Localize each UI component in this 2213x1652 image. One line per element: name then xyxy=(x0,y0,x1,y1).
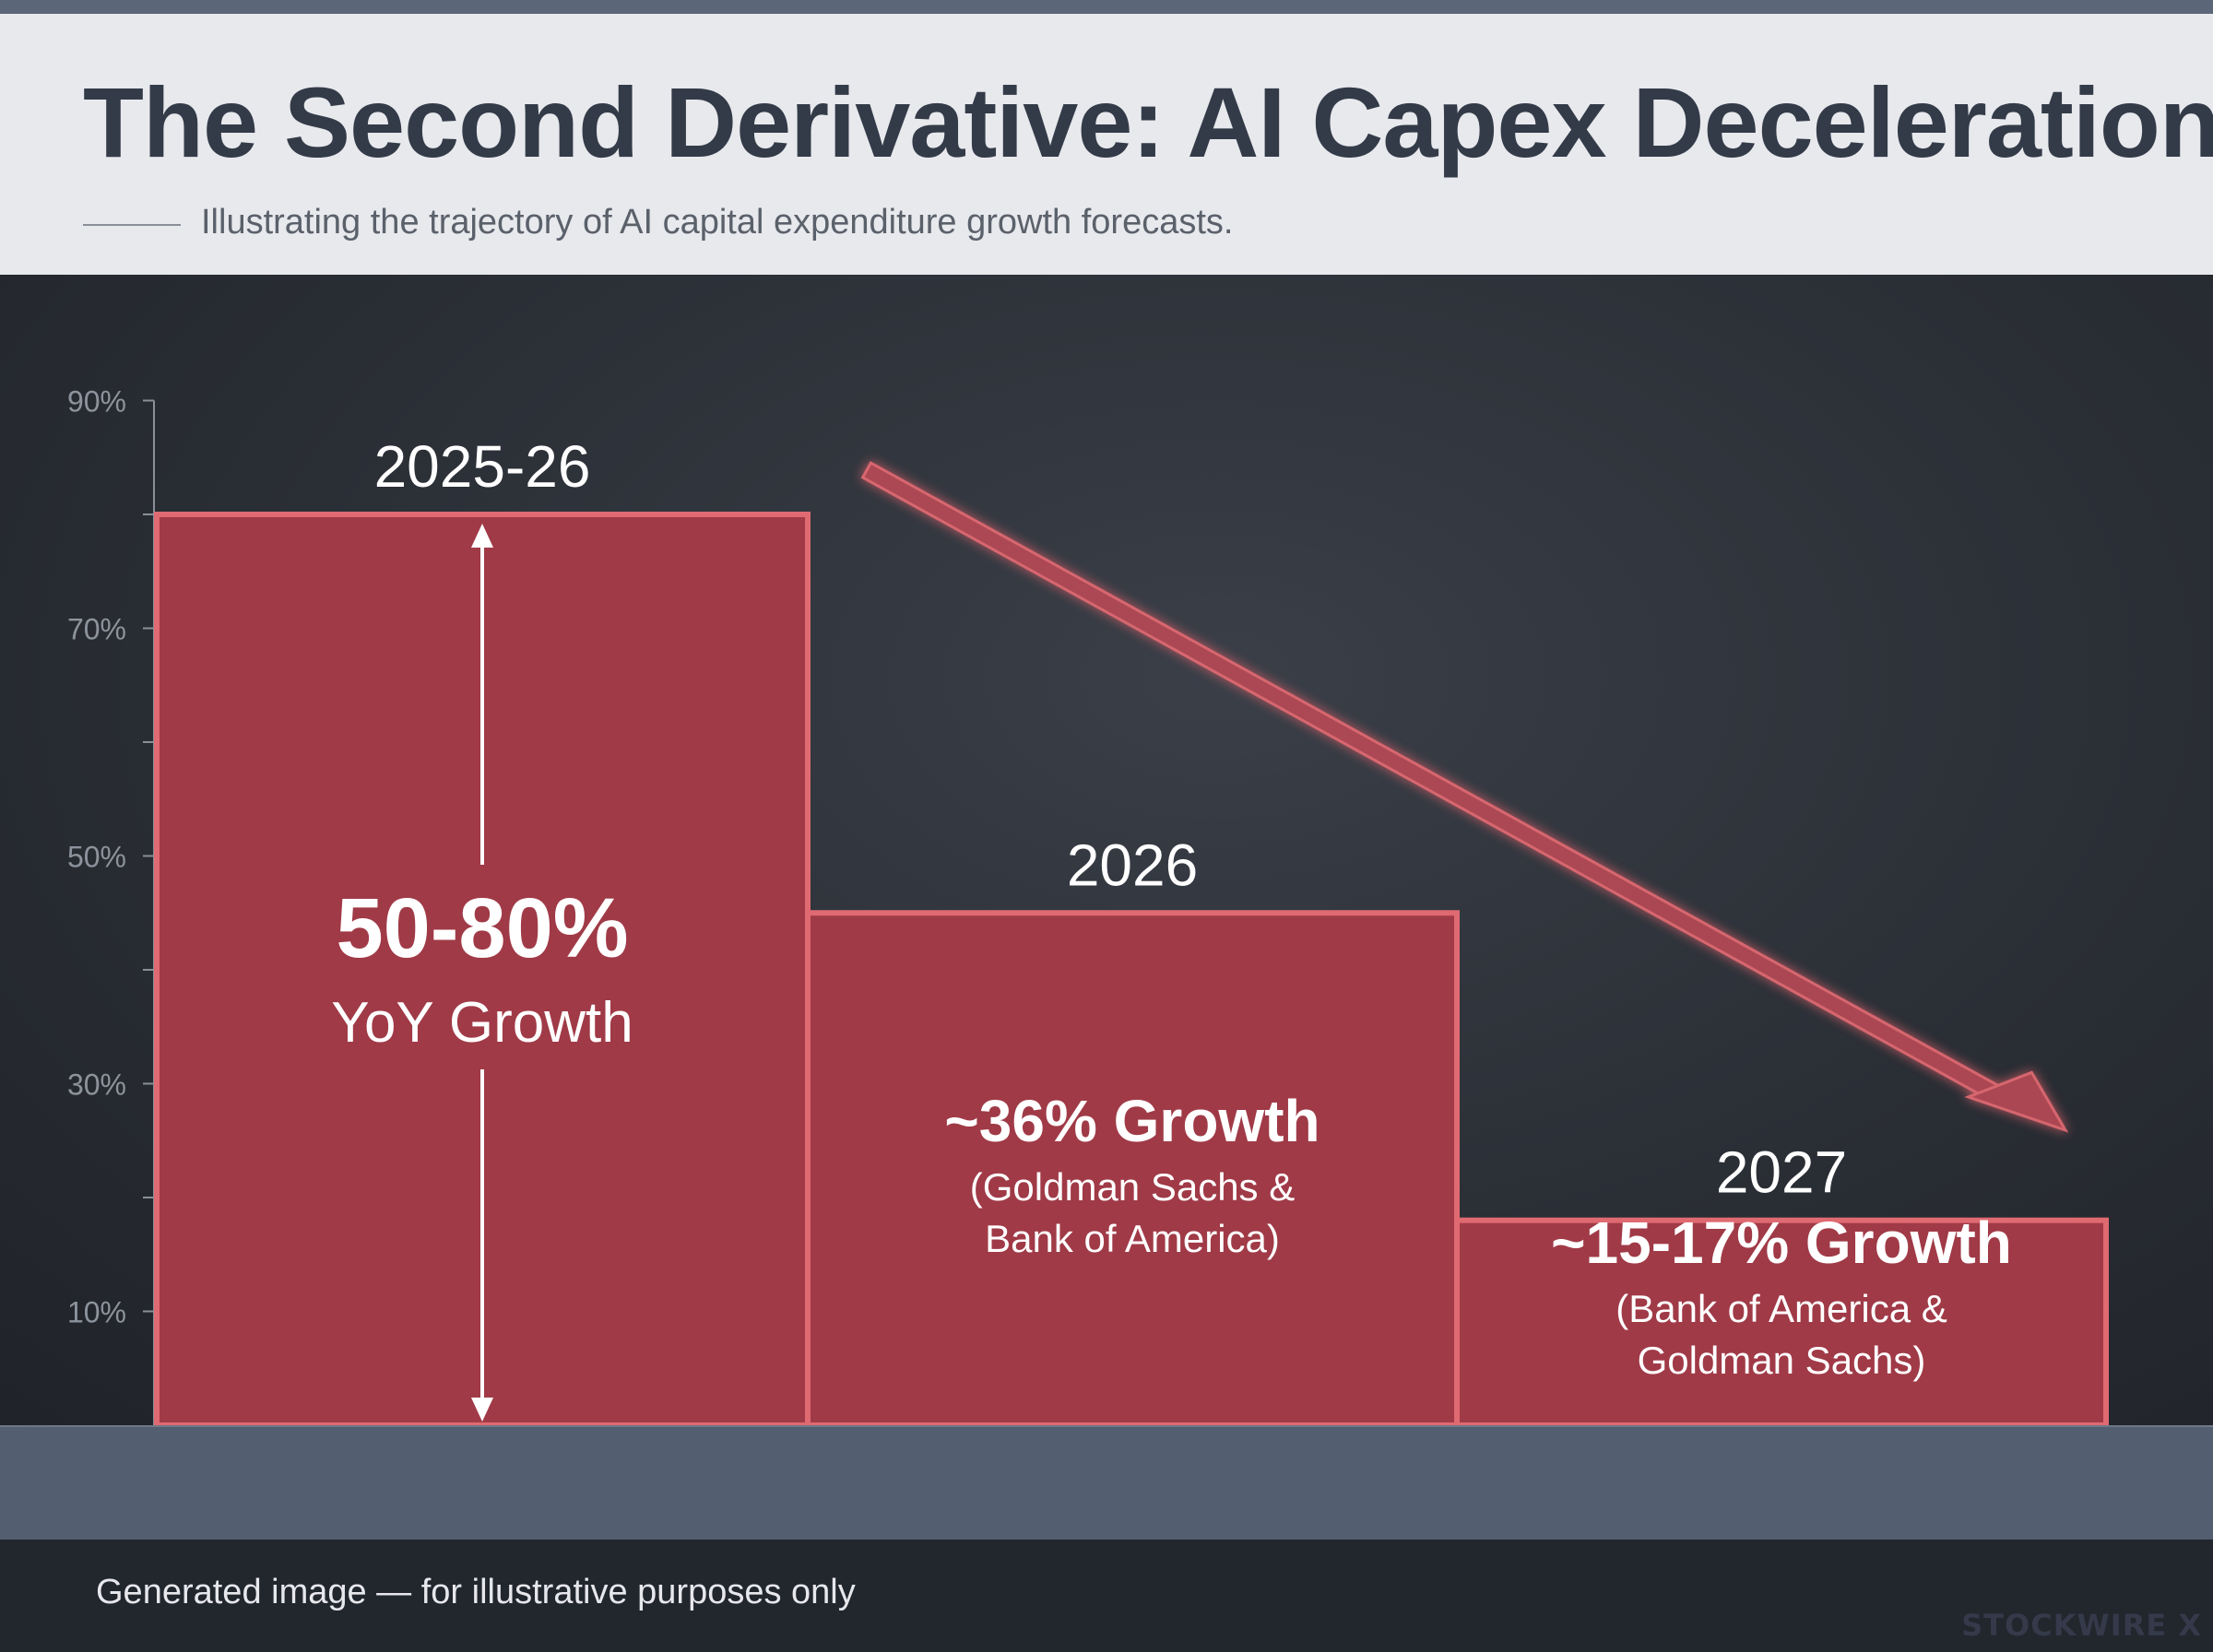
y-axis: 90% 70% 50% 30% 10% xyxy=(67,385,155,1425)
bar-headline: ~15-17% Growth xyxy=(1551,1210,2012,1276)
bar-labels: 2025-26 2026 2027 50-80% YoY Growth ~36% Grow… xyxy=(331,433,2012,1382)
category-label: 2027 xyxy=(1716,1139,1847,1206)
capex-growth-chart: 90% 70% 50% 30% 10% 2025-26 2026 2027 50-80% YoY… xyxy=(67,385,2109,1425)
category-label: 2026 xyxy=(1067,832,1198,898)
y-tick-label: 10% xyxy=(67,1296,126,1329)
y-tick-label: 70% xyxy=(67,613,126,646)
footer xyxy=(0,1540,2213,1652)
range-arrow-head-up xyxy=(471,524,493,548)
top-accent-strip xyxy=(0,0,2213,14)
y-tick-label: 50% xyxy=(67,841,126,874)
bar-detail: Goldman Sachs) xyxy=(1638,1339,1926,1382)
annotations xyxy=(471,461,2069,1422)
bar-detail: YoY Growth xyxy=(331,991,633,1055)
chart-baseline-band xyxy=(0,1425,2213,1541)
category-label: 2025-26 xyxy=(374,433,591,500)
y-tick-label: 30% xyxy=(67,1068,126,1102)
bar-headline: 50-80% xyxy=(336,881,628,975)
bar-2027 xyxy=(1454,1217,2109,1425)
range-arrow-head-down xyxy=(471,1398,493,1422)
footer-note: Generated image — for illustrative purpo… xyxy=(96,1573,856,1611)
header: The Second Derivative: AI Capex Decelera… xyxy=(0,14,2213,275)
subtitle-rule xyxy=(83,224,181,226)
bar-headline: ~36% Growth xyxy=(944,1088,1320,1154)
y-tick-label: 90% xyxy=(67,385,126,419)
page-title: The Second Derivative: AI Capex Decelera… xyxy=(83,66,2213,178)
bar-detail: Bank of America) xyxy=(985,1217,1280,1260)
bar-detail: (Bank of America & xyxy=(1615,1287,1947,1330)
trend-arrow xyxy=(860,461,2069,1133)
bar-detail: (Goldman Sachs & xyxy=(970,1165,1296,1209)
watermark-logo: STOCKWIRE X xyxy=(1961,1608,2202,1643)
page-subtitle: Illustrating the trajectory of AI capita… xyxy=(201,203,1234,242)
bar-2026 xyxy=(805,910,1460,1425)
trend-arrow-head xyxy=(1964,1070,2069,1133)
